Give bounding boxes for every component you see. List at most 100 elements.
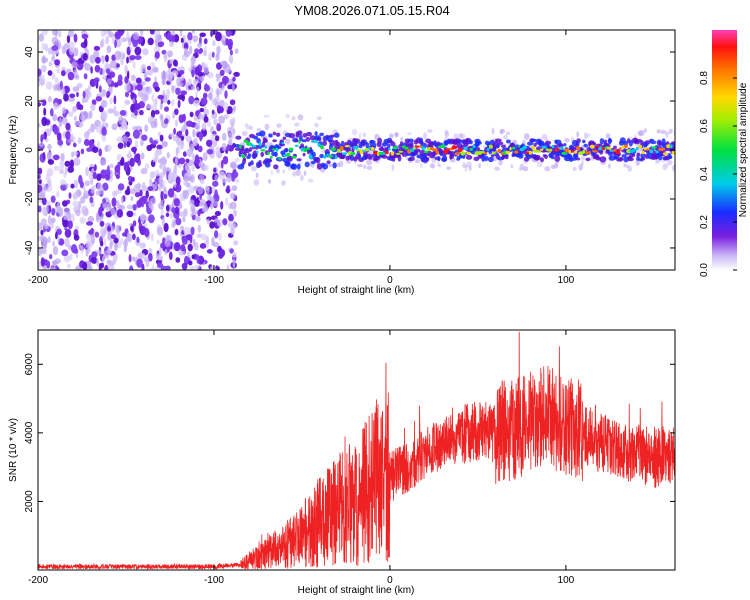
spectrogram-noise-blob [38, 248, 43, 256]
spectrogram-band-core [334, 155, 338, 160]
spectrogram-noise-blob [228, 213, 234, 222]
spectrogram-noise-blob [212, 180, 219, 187]
spectrogram-noise-blob [38, 68, 42, 77]
spectrogram-band-envelope [264, 162, 271, 168]
spectrogram-noise-blob [156, 226, 164, 236]
spectrogram-noise-blob [138, 100, 145, 109]
spectrogram-band-core [239, 144, 242, 149]
spectrogram-band-core [298, 139, 301, 144]
spectrogram-faint-blob [317, 116, 322, 120]
spectrogram-noise-blob [159, 183, 164, 188]
spectrogram-noise-blob [173, 198, 180, 207]
spectrogram-noise-blob [168, 251, 173, 260]
spectrogram-faint-blob [608, 163, 611, 169]
spectrogram-noise-blob [43, 107, 47, 116]
spectrogram-band-core [638, 144, 643, 149]
spectrogram-noise-blob [221, 159, 224, 169]
spectrogram-noise-blob [180, 244, 186, 252]
spectrogram-noise-blob [59, 80, 63, 90]
spectrogram-noise-blob [91, 251, 98, 258]
spectrogram-band-envelope [259, 130, 266, 137]
spectrogram-noise-blob [176, 76, 182, 86]
spectrogram-band-envelope [671, 141, 675, 145]
spectrogram-noise-blob [144, 77, 151, 82]
spectrogram-noise-blob [154, 109, 160, 115]
spectrogram-noise-blob [114, 164, 121, 173]
spectrogram-noise-blob [161, 140, 168, 146]
spectrogram-noise-blob [187, 32, 193, 41]
spectrogram-noise-blob [123, 163, 128, 172]
spectrogram-faint-blob [285, 113, 290, 119]
spectrogram-band-core [497, 148, 502, 153]
spectrogram-band-core [551, 144, 555, 149]
spectrogram-noise-blob [146, 144, 153, 152]
spectrogram-noise-blob [120, 195, 124, 204]
spectrogram-band-core [495, 150, 498, 153]
spectrogram-faint-blob [423, 132, 427, 140]
spectrogram-noise-blob [163, 193, 167, 200]
spectrogram-noise-blob [148, 200, 154, 209]
spectrogram-noise-blob [97, 140, 100, 151]
spectrogram-noise-blob [192, 128, 196, 138]
spectrogram-band-envelope [563, 143, 567, 147]
spectrogram-noise-blob [100, 40, 103, 49]
spectrogram-band-core [517, 145, 521, 148]
spectrogram-faint-blob [478, 163, 481, 169]
spectrogram-noise-blob [214, 174, 219, 182]
spectrogram-band-core [460, 151, 466, 156]
spectrogram-faint-blob [256, 128, 261, 132]
spectrogram-noise-blob [78, 243, 82, 249]
spectrogram-noise-blob [47, 47, 53, 55]
spectrogram-band-envelope [247, 153, 251, 157]
spectrogram-noise-blob [121, 232, 128, 237]
spectrogram-noise-blob [203, 38, 208, 45]
spectrogram-band-envelope [545, 140, 552, 145]
snr-y-axis-label: SNR (10 * v/v) [8, 418, 19, 482]
spectrogram-band-envelope [619, 156, 624, 162]
spectrogram-noise-blob [157, 202, 165, 210]
spectrogram-faint-blob [437, 162, 440, 167]
spectrogram-band-envelope [357, 154, 361, 158]
spectrogram-band-core [342, 152, 347, 155]
spectrogram-noise-blob [72, 192, 78, 200]
spectrogram-noise-blob [177, 99, 181, 109]
spectrogram-noise-blob [234, 48, 239, 54]
spectrogram-noise-blob [42, 151, 46, 161]
spectrogram-noise-blob [80, 245, 84, 254]
spectrogram-noise-blob [105, 123, 109, 128]
spectrogram-noise-blob [38, 179, 42, 185]
spectrogram-noise-blob [201, 61, 205, 69]
spectrogram-faint-blob [366, 165, 373, 170]
spectrogram-noise-blob [166, 88, 171, 97]
spectrogram-noise-blob [148, 248, 153, 254]
spectrogram-noise-blob [70, 183, 75, 189]
spectrogram-noise-blob [89, 54, 96, 64]
spectrogram-noise-blob [102, 110, 108, 120]
spectrogram-band-envelope [408, 156, 415, 161]
spectrogram-noise-blob [38, 122, 41, 128]
spectrogram-noise-blob [212, 40, 216, 47]
spectrogram-noise-blob [96, 250, 102, 255]
snr-x-tick-label: -100 [204, 575, 224, 586]
spectrogram-band-core [588, 150, 591, 155]
spectrogram-noise-blob [209, 202, 214, 210]
spectrogram-noise-blob [126, 233, 133, 243]
spectrogram-faint-blob [363, 164, 367, 170]
spectrogram-noise-blob [211, 186, 216, 194]
spectrogram-band-envelope [304, 161, 310, 168]
spectrogram-noise-blob [175, 183, 182, 193]
spectrogram-band-envelope [287, 155, 293, 162]
spectrogram-band-core [373, 151, 378, 155]
spectrogram-noise-blob [87, 215, 95, 223]
spectrogram-noise-blob [50, 124, 53, 132]
spectrogram-noise-blob [59, 168, 64, 175]
spectrogram-noise-blob [96, 258, 100, 266]
spectrogram-noise-blob [85, 261, 92, 269]
spectrogram-faint-blob [394, 132, 399, 138]
spectrogram-band-envelope [640, 157, 646, 161]
spectrogram-band-core [252, 145, 257, 148]
spectrogram-noise-blob [215, 52, 220, 59]
spectrogram-band-core [486, 147, 490, 152]
spectrogram-band-envelope [599, 138, 605, 145]
